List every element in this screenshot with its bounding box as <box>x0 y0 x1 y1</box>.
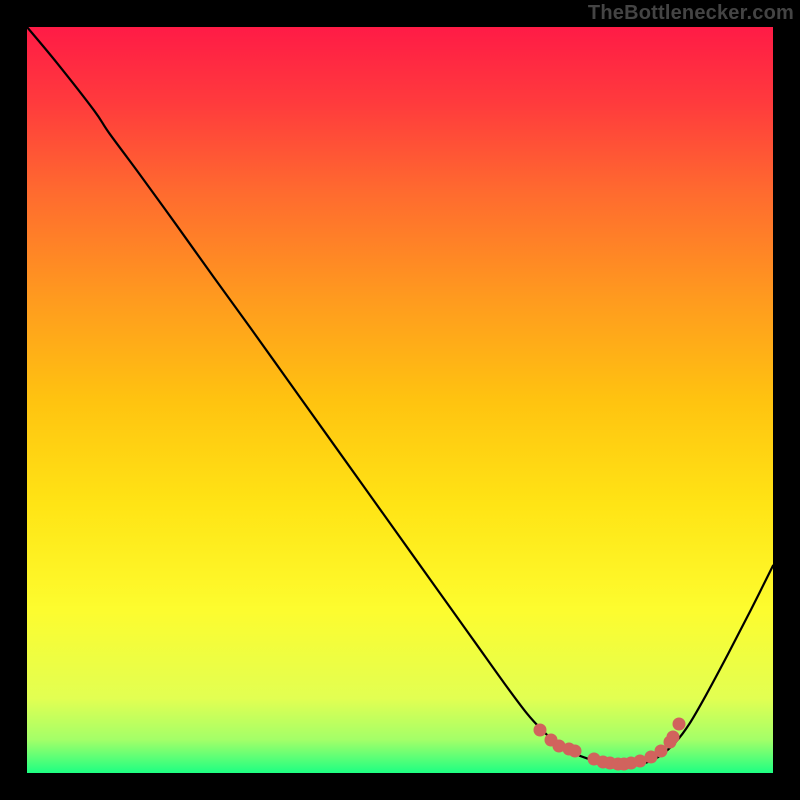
watermark-text: TheBottlenecker.com <box>588 2 794 25</box>
stage: TheBottlenecker.com <box>0 0 800 800</box>
plot-area <box>27 27 773 773</box>
valley-marker <box>673 717 686 730</box>
valley-marker <box>534 723 547 736</box>
valley-marker <box>667 731 680 744</box>
curve-layer <box>27 27 773 773</box>
bottleneck-curve <box>27 27 773 766</box>
valley-marker <box>569 745 582 758</box>
